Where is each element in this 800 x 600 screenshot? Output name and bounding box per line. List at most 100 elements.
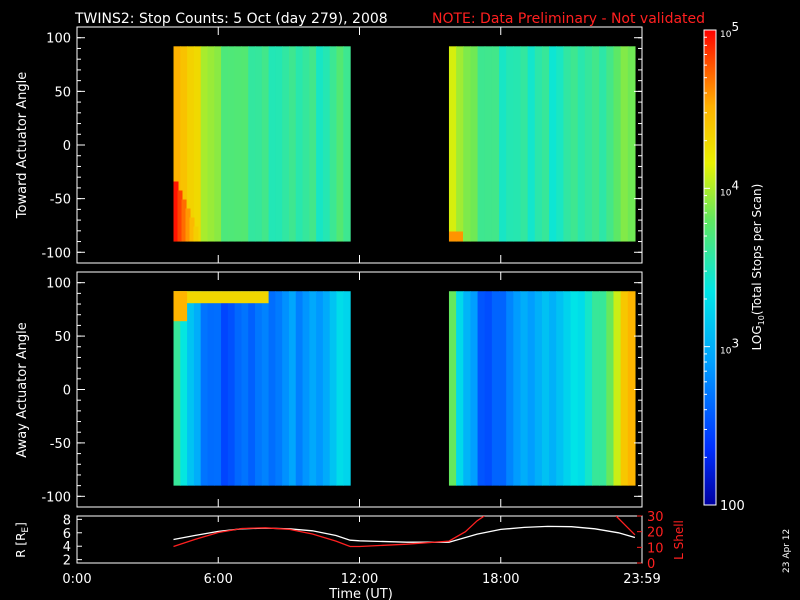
away-heatmap-cell xyxy=(261,291,270,486)
x-tick-label: 12:00 xyxy=(341,572,378,587)
lshell-line xyxy=(615,516,636,536)
toward-heatmap-cell xyxy=(541,46,550,242)
toward-heatmap-cell xyxy=(448,46,457,242)
toward-heatmap-cell xyxy=(227,46,236,242)
away-heatmap-cell xyxy=(275,291,283,486)
x-tick-label: 23:59 xyxy=(623,572,660,587)
r-axis-label: R [RE] xyxy=(14,522,31,558)
toward-heatmap-cell xyxy=(599,46,607,242)
toward-heatmap-cell xyxy=(180,46,188,242)
away-heatmap-cell xyxy=(193,291,202,486)
toward-heatmap-cell xyxy=(570,46,579,242)
plot-title: TWINS2: Stop Counts: 5 Oct (day 279), 20… xyxy=(74,11,388,27)
away-heatmap-cell xyxy=(200,291,209,486)
toward-heatmap-cell xyxy=(288,46,297,242)
toward-heatmap-cell xyxy=(592,46,600,242)
toward-heatmap-cell xyxy=(549,46,557,242)
toward-heatmap-cell xyxy=(268,46,276,242)
toward-heatmap-cell xyxy=(234,46,243,242)
toward-heatmap-cell xyxy=(499,46,507,242)
x-axis-title: Time (UT) xyxy=(328,587,393,600)
toward-low-angle-wedge xyxy=(173,181,179,242)
toward-heatmap-cell xyxy=(200,46,209,242)
toward-heatmap-cell xyxy=(613,46,622,242)
toward-heatmap-cell xyxy=(456,46,464,242)
toward-y-tick-label: -100 xyxy=(41,246,71,261)
away-heatmap-cell xyxy=(620,291,629,486)
x-tick-label: 18:00 xyxy=(482,572,519,587)
away-heatmap-cell xyxy=(456,291,464,486)
away-heatmap-cell xyxy=(491,291,500,486)
colorbar xyxy=(704,30,716,505)
away-heatmap-cell xyxy=(520,291,529,486)
away-heatmap-cell xyxy=(541,291,550,486)
toward-heatmap-cell xyxy=(193,46,202,242)
toward-heatmap-cell xyxy=(620,46,629,242)
away-heatmap-cell xyxy=(302,291,310,486)
away-heatmap-cell xyxy=(316,291,324,486)
lshell-y-tick-label: 20 xyxy=(647,526,664,541)
away-high-angle-band xyxy=(173,291,269,304)
toward-heatmap-cell xyxy=(309,46,317,242)
away-heatmap-cell xyxy=(527,291,536,486)
toward-heatmap-cell xyxy=(584,46,593,242)
lshell-y-tick-label: 10 xyxy=(647,541,664,556)
away-heatmap-cell xyxy=(477,291,486,486)
toward-low-angle-wedge xyxy=(189,217,195,242)
toward-heatmap-cell xyxy=(248,46,256,242)
colorbar-tick-label: 104 xyxy=(720,178,739,198)
x-tick-label: 6:00 xyxy=(204,572,233,587)
toward-heatmap-cell xyxy=(577,46,586,242)
away-heatmap-cell xyxy=(214,291,222,486)
toward-heatmap-cell xyxy=(221,46,229,242)
toward-low-angle-wedge xyxy=(193,226,199,242)
colorbar-label-prefix: LOG xyxy=(750,325,764,350)
toward-heatmap-cell xyxy=(282,46,290,242)
toward-heatmap-cell xyxy=(187,46,195,242)
away-actuator-panel: 100 50 0 -50 -100 xyxy=(41,271,643,508)
away-heatmap-cell xyxy=(577,291,586,486)
toward-heatmap-cell xyxy=(275,46,283,242)
toward-heatmap-cell xyxy=(329,46,338,242)
away-heatmap-cell xyxy=(499,291,507,486)
away-heatmap-cell xyxy=(322,291,331,486)
away-y-tick-label: 50 xyxy=(54,330,71,345)
toward-y-tick-label: -50 xyxy=(50,193,71,208)
away-heatmap-cell xyxy=(241,291,249,486)
toward-heatmap-cell xyxy=(556,46,564,242)
toward-actuator-panel: 100 50 0 -50 -100 xyxy=(41,26,643,264)
away-heatmap-cell xyxy=(513,291,522,486)
away-y-tick-label: -50 xyxy=(50,437,71,452)
away-heatmap-cell xyxy=(592,291,600,486)
toward-heatmap-cell xyxy=(513,46,522,242)
away-heatmap-cell xyxy=(606,291,615,486)
away-heatmap-cell xyxy=(329,291,338,486)
r-axis-label-text: R [R xyxy=(14,533,28,558)
away-heatmap-cell xyxy=(570,291,579,486)
toward-y-tick-label: 0 xyxy=(63,139,71,154)
away-heatmap-cell xyxy=(549,291,557,486)
colorbar-label-suffix: (Total Stops per Scan) xyxy=(750,184,764,315)
toward-heatmap-cell xyxy=(470,46,479,242)
toward-heatmap-cell xyxy=(336,46,344,242)
toward-heatmap-cell xyxy=(563,46,572,242)
preliminary-note: NOTE: Data Preliminary - Not validated xyxy=(432,11,705,27)
r-axis-label-sub: E xyxy=(21,527,31,533)
away-y-tick-label: 100 xyxy=(46,277,71,292)
toward-heatmap-cell xyxy=(207,46,215,242)
away-heatmap-cell xyxy=(506,291,514,486)
toward-low-angle-wedge xyxy=(181,199,187,242)
away-heatmap-cell xyxy=(599,291,607,486)
toward-heatmap-cell xyxy=(534,46,543,242)
away-heatmap-cell xyxy=(282,291,290,486)
away-heatmap-cell xyxy=(180,291,188,486)
toward-heatmap-cell xyxy=(627,46,636,242)
away-heatmap-cell xyxy=(343,291,351,486)
toward-low-angle-wedge xyxy=(177,190,183,242)
toward-heatmap-cell xyxy=(606,46,615,242)
toward-heatmap-cell xyxy=(261,46,270,242)
toward-block-1 xyxy=(448,46,636,242)
colorbar-label-sub: 10 xyxy=(757,315,766,325)
away-heatmap-cell xyxy=(584,291,593,486)
